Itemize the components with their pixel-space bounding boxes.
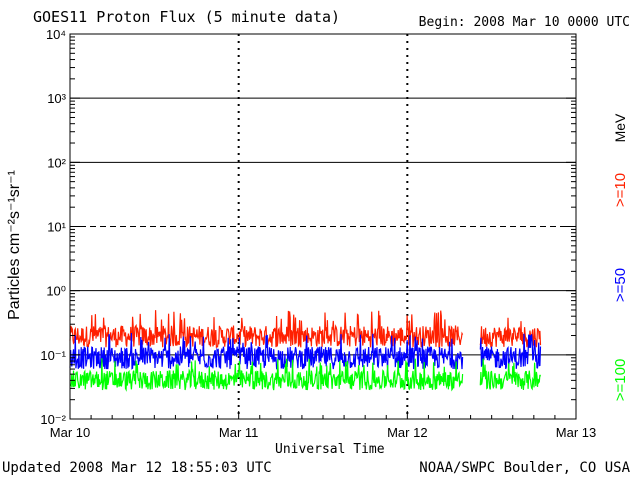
chart-title: GOES11 Proton Flux (5 minute data) [33,8,341,26]
x-tick-label: Mar 11 [219,425,259,440]
y-tick-label: 10⁻² [40,412,66,427]
x-axis-label: Universal Time [275,442,385,457]
series-line-2 [479,333,542,370]
y-tick-label: 10² [47,155,66,170]
y-tick-label: 10³ [47,91,66,106]
series-line-1 [479,317,542,348]
series-line-3 [69,358,464,392]
x-tick-label: Mar 13 [556,425,596,440]
legend-entry-1: >=10 [612,173,629,207]
credit-label: NOAA/SWPC Boulder, CO USA [419,460,630,476]
y-tick-label: 10⁻¹ [40,348,66,363]
updated-timestamp: Updated 2008 Mar 12 18:55:03 UTC [2,460,272,476]
y-tick-label: 10¹ [47,220,66,235]
x-tick-label: Mar 12 [387,425,427,440]
begin-time-label: Begin: 2008 Mar 10 0000 UTC [418,15,630,30]
series-line-3 [479,358,542,391]
series-line-2 [69,332,464,370]
y-tick-label: 10⁴ [46,27,66,42]
series-line-1 [69,310,464,349]
x-tick-label: Mar 10 [50,425,90,440]
legend-entry-2: >=50 [612,268,629,302]
y-axis-label: Particles cm⁻²s⁻¹sr⁻¹ [6,170,23,320]
legend-entry-3: >=100 [612,359,629,402]
y-tick-label: 10⁰ [46,284,66,299]
legend-unit: MeV [612,113,628,142]
